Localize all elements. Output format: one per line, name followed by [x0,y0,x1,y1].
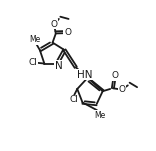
Text: Me: Me [95,111,106,120]
Text: O: O [112,71,119,80]
Text: Cl: Cl [28,58,37,67]
Text: O: O [64,28,71,37]
Text: Cl: Cl [69,95,78,104]
Text: Me: Me [30,35,41,44]
Text: HN: HN [77,70,92,80]
Text: O: O [119,85,126,94]
Text: O: O [51,20,58,29]
Text: N: N [55,61,62,71]
